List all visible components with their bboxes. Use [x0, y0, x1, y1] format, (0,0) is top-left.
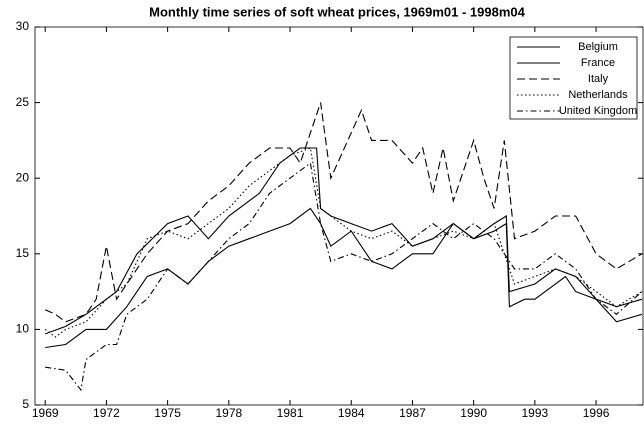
x-tick-label: 1969	[32, 406, 59, 420]
legend-label: France	[581, 57, 615, 69]
x-tick-label: 1978	[215, 406, 242, 420]
y-tick-label: 5	[22, 397, 29, 411]
x-tick-label: 1993	[522, 406, 549, 420]
series-line	[44, 147, 643, 338]
series-line	[45, 162, 643, 392]
x-tick-label: 1972	[93, 406, 120, 420]
x-tick-label: 1981	[277, 406, 304, 420]
y-tick-label: 30	[16, 19, 30, 33]
legend-label: United Kingdom	[559, 105, 637, 117]
legend-box	[509, 36, 638, 120]
y-tick-label: 15	[16, 246, 30, 260]
x-tick-label: 1975	[154, 406, 181, 420]
x-tick-label: 1990	[460, 406, 487, 420]
x-tick-label: 1987	[399, 406, 426, 420]
series-line	[45, 147, 643, 335]
plot-frame	[34, 26, 644, 406]
chart-title: Monthly time series of soft wheat prices…	[149, 4, 525, 19]
y-tick-label: 25	[16, 95, 30, 109]
series-line	[44, 102, 643, 323]
y-tick-label: 20	[16, 170, 30, 184]
legend-label: Belgium	[578, 41, 618, 53]
legend-label: Italy	[588, 73, 609, 85]
x-tick-label: 1984	[338, 406, 365, 420]
series-line	[45, 207, 643, 349]
y-tick-label: 10	[16, 322, 30, 336]
legend-label: Netherlands	[568, 89, 628, 101]
x-tick-label: 1996	[583, 406, 610, 420]
